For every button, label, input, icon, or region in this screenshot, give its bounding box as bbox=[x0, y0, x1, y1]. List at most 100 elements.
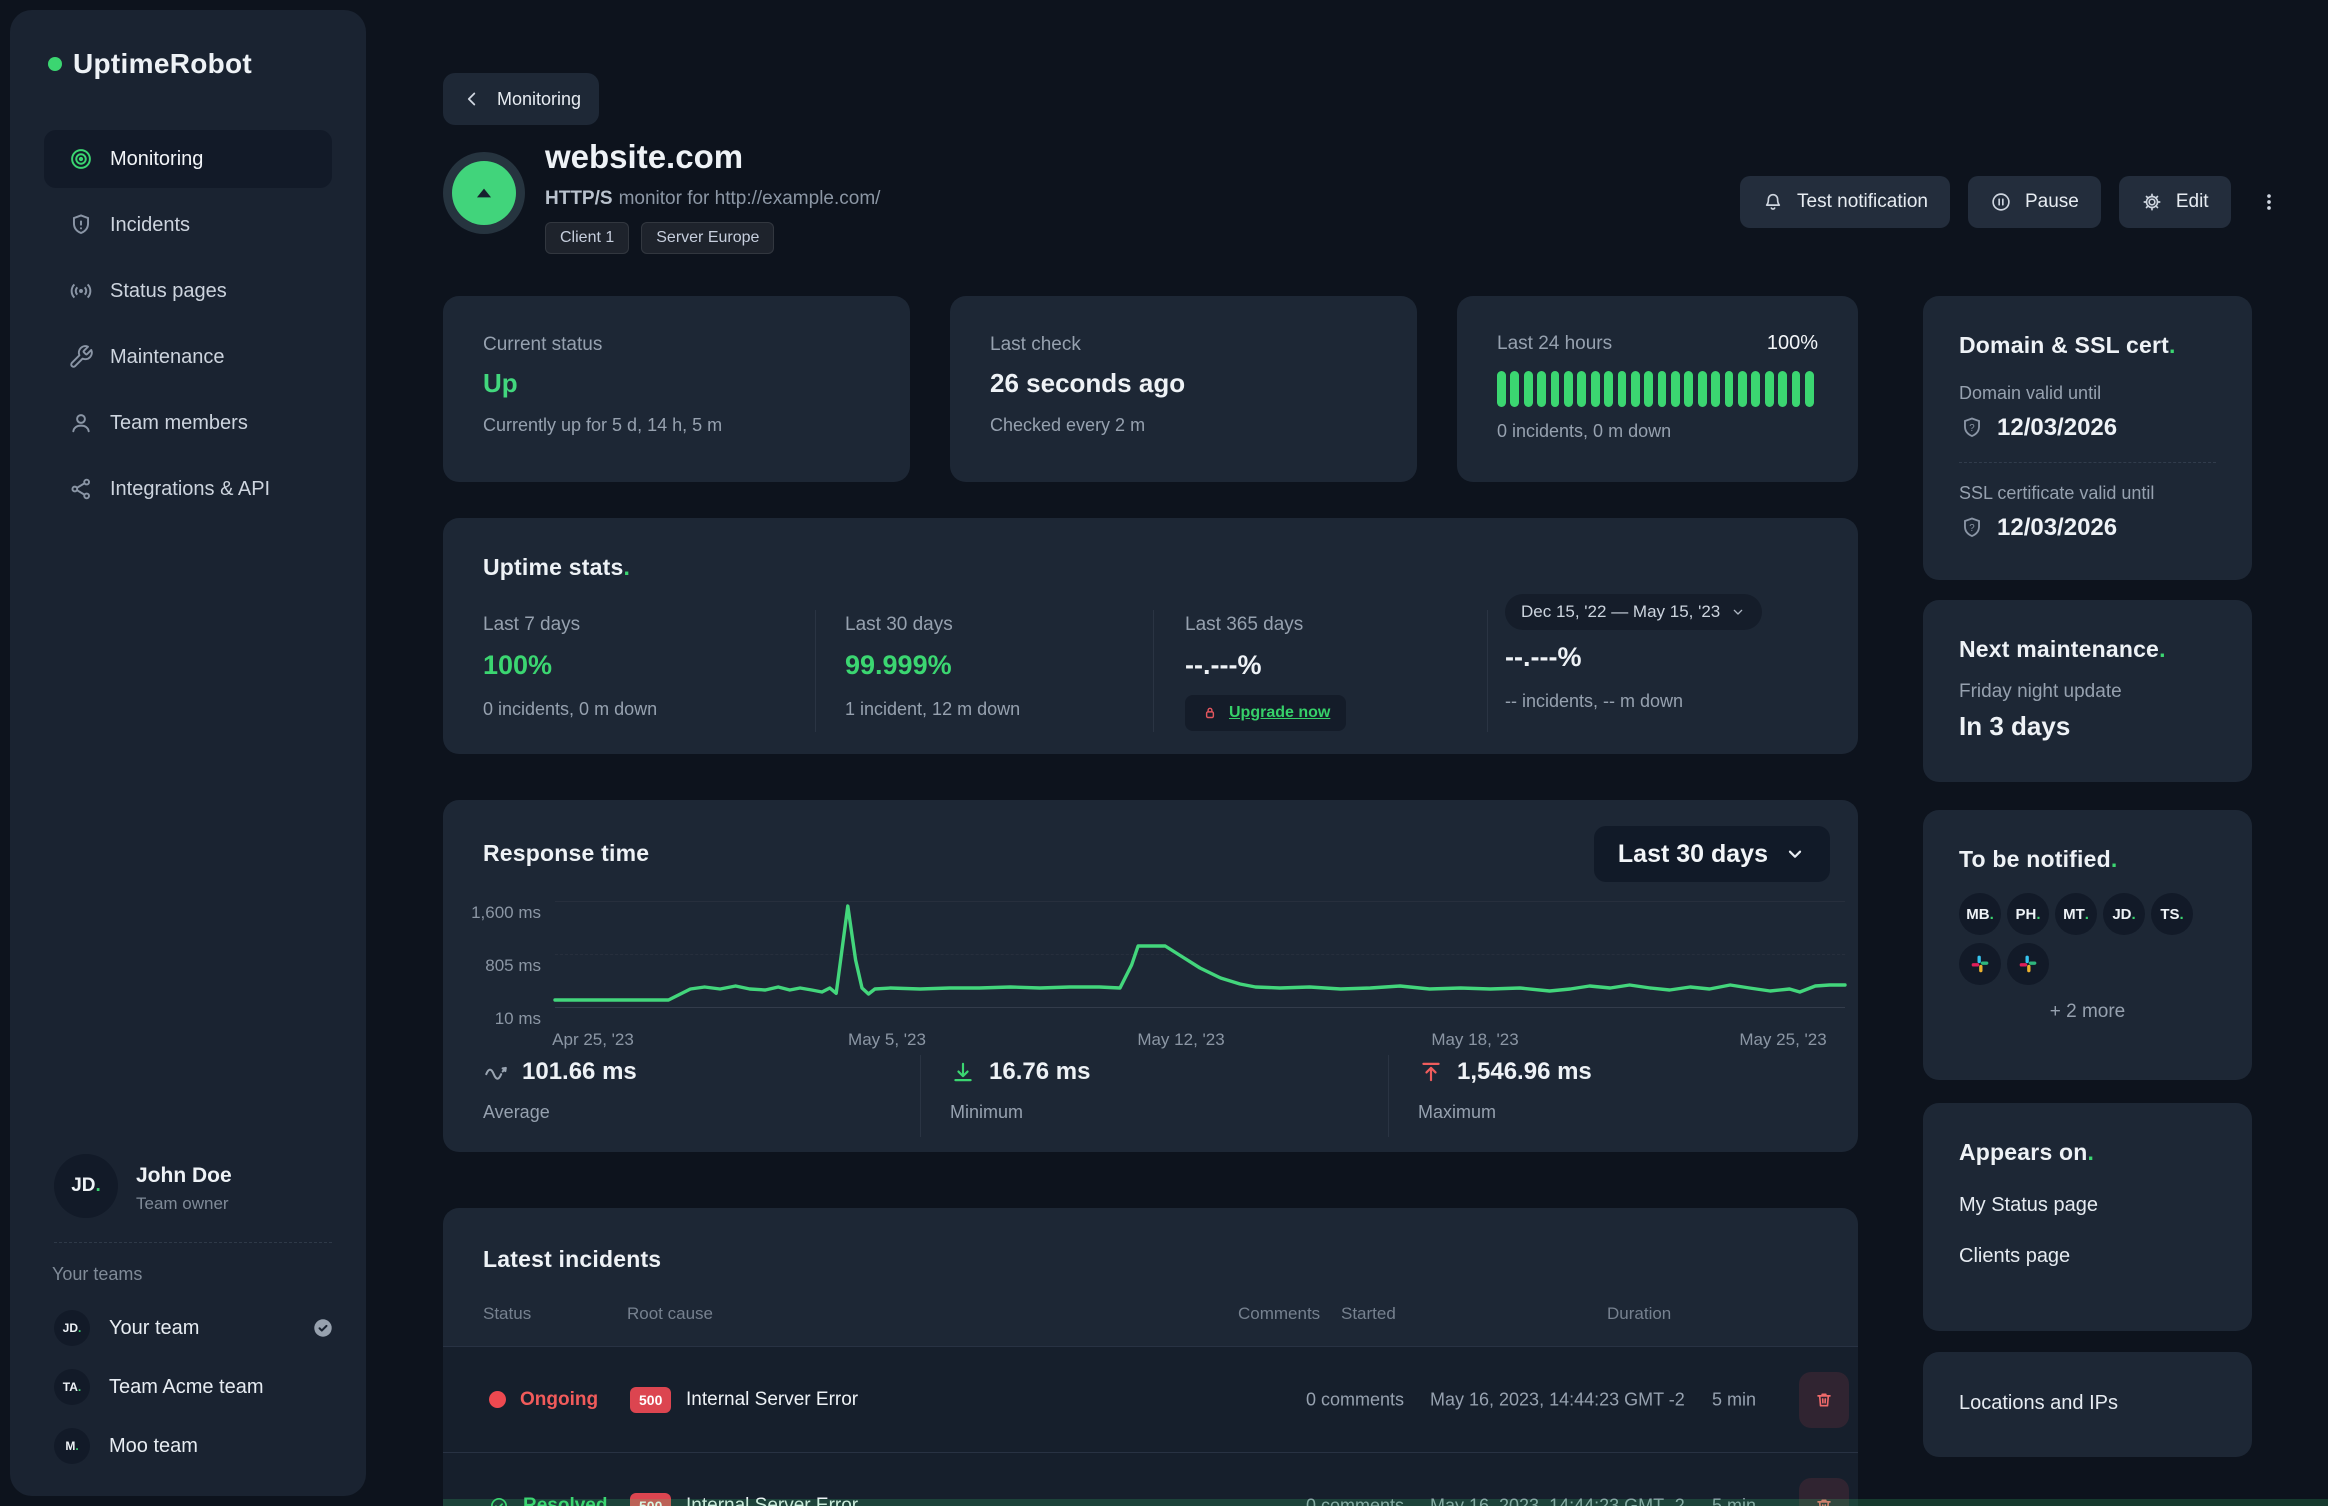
sidebar-item-status-pages[interactable]: Status pages bbox=[44, 262, 332, 320]
col-header-duration: Duration bbox=[1607, 1304, 1672, 1323]
incident-status-label: Ongoing bbox=[520, 1388, 599, 1410]
gridline bbox=[555, 1007, 1845, 1008]
uptime-hour-bar bbox=[1630, 371, 1640, 407]
uptime-hour-bar bbox=[1523, 371, 1533, 407]
uptime-col-value: 100% bbox=[483, 650, 553, 680]
sidebar-item-label: Monitoring bbox=[110, 147, 204, 170]
delete-incident-button[interactable] bbox=[1799, 1371, 1849, 1428]
last-24h-note: 0 incidents, 0 m down bbox=[1497, 421, 1672, 441]
y-axis-tick: 805 ms bbox=[485, 956, 541, 975]
response-range-dropdown[interactable]: Last 30 days bbox=[1593, 826, 1830, 882]
broadcast-icon bbox=[68, 278, 94, 304]
check-circle-icon bbox=[312, 1317, 334, 1339]
uptime-col-365days: Last 365 days --.---% Upgrade now bbox=[1185, 614, 1347, 731]
sidebar-item-incidents[interactable]: Incidents bbox=[44, 196, 332, 254]
delete-incident-button[interactable] bbox=[1799, 1477, 1849, 1506]
svg-text:?: ? bbox=[1969, 523, 1975, 534]
uptime-hour-bar bbox=[1764, 371, 1774, 407]
brand-dot-icon bbox=[48, 57, 62, 71]
sidebar-item-label: Integrations & API bbox=[110, 477, 271, 500]
stat-maximum: 1,546.96 ms Maximum bbox=[1418, 1058, 1592, 1123]
next-maintenance-title: Next maintenance. bbox=[1959, 636, 2166, 662]
minimum-label: Minimum bbox=[950, 1102, 1024, 1122]
monitor-type: HTTP/S bbox=[545, 188, 613, 209]
uptime-col-note: -- incidents, -- m down bbox=[1505, 691, 1684, 711]
upgrade-now-button[interactable]: Upgrade now bbox=[1185, 695, 1347, 731]
x-axis-tick: May 5, '23 bbox=[848, 1030, 926, 1049]
user-avatar[interactable]: JD. bbox=[54, 1154, 118, 1218]
y-axis-tick: 1,600 ms bbox=[471, 903, 541, 922]
uptime-hour-bar bbox=[1550, 371, 1560, 407]
more-options-button[interactable] bbox=[2249, 176, 2289, 228]
header-actions: Test notification Pause Edit bbox=[1740, 176, 2289, 228]
test-notification-label: Test notification bbox=[1797, 191, 1928, 212]
sidebar-item-integrations[interactable]: Integrations & API bbox=[44, 460, 332, 518]
trash-icon bbox=[1813, 1389, 1835, 1411]
chart-canvas bbox=[553, 904, 1847, 1002]
last-check-value: 26 seconds ago bbox=[990, 368, 1186, 398]
uptime-hour-bar bbox=[1684, 371, 1694, 407]
uptime-col-note: 0 incidents, 0 m down bbox=[483, 699, 658, 719]
brand-logo[interactable]: UptimeRobot bbox=[48, 48, 252, 80]
shield-question-icon: ? bbox=[1959, 515, 1985, 541]
gridline bbox=[555, 954, 1845, 955]
maximum-label: Maximum bbox=[1418, 1102, 1497, 1122]
upgrade-now-link[interactable]: Upgrade now bbox=[1229, 704, 1331, 721]
current-status-note: Currently up for 5 d, 14 h, 5 m bbox=[483, 415, 723, 435]
incident-started: May 16, 2023, 14:44:23 GMT -2 bbox=[1430, 1389, 1685, 1409]
test-notification-button[interactable]: Test notification bbox=[1740, 176, 1950, 228]
slack-icon bbox=[2007, 943, 2049, 985]
response-range-label: Last 30 days bbox=[1617, 839, 1768, 868]
monitor-tags: Client 1 Server Europe bbox=[545, 222, 775, 254]
more-notified-link[interactable]: + 2 more bbox=[2049, 1001, 2126, 1022]
incident-duration: 5 min bbox=[1712, 1389, 1757, 1409]
uptime-hour-bar bbox=[1617, 371, 1627, 407]
x-axis-tick: May 12, '23 bbox=[1137, 1030, 1225, 1049]
edit-button[interactable]: Edit bbox=[2118, 176, 2231, 228]
pause-button[interactable]: Pause bbox=[1967, 176, 2101, 228]
notified-integrations-row bbox=[1959, 943, 2216, 985]
brand-name: UptimeRobot bbox=[73, 48, 253, 79]
col-header-root-cause: Root cause bbox=[627, 1304, 713, 1323]
incident-root-cause: Internal Server Error bbox=[686, 1494, 859, 1506]
bottom-accent-strip bbox=[443, 1499, 2328, 1506]
monitor-subtitle-rest: monitor for http://example.com/ bbox=[618, 188, 881, 209]
tag-server[interactable]: Server Europe bbox=[641, 222, 775, 254]
back-button[interactable]: Monitoring bbox=[443, 73, 599, 125]
sidebar-item-team-members[interactable]: Team members bbox=[44, 394, 332, 452]
status-page-link[interactable]: My Status page bbox=[1959, 1194, 2098, 1216]
arrow-up-from-line-icon bbox=[1418, 1059, 1444, 1085]
http-500-badge: 500 bbox=[630, 1492, 672, 1506]
team-row-moo[interactable]: M. Moo team bbox=[54, 1426, 334, 1466]
uptime-col-note: 1 incident, 12 m down bbox=[845, 699, 1021, 719]
team-row-acme[interactable]: TA. Team Acme team bbox=[54, 1367, 334, 1407]
uptime-col-7days: Last 7 days 100% 0 incidents, 0 m down bbox=[483, 614, 657, 720]
shield-alert-icon bbox=[68, 212, 94, 238]
to-be-notified-title: To be notified. bbox=[1959, 846, 2118, 872]
uptime-col-value: 99.999% bbox=[845, 650, 952, 680]
table-separator bbox=[443, 1452, 1858, 1453]
tag-client[interactable]: Client 1 bbox=[545, 222, 630, 254]
wrench-icon bbox=[68, 344, 94, 370]
appears-on-card: Appears on. My Status page Clients page bbox=[1923, 1103, 2252, 1331]
average-value: 101.66 ms bbox=[522, 1058, 637, 1085]
column-divider bbox=[1487, 610, 1488, 732]
sidebar-item-maintenance[interactable]: Maintenance bbox=[44, 328, 332, 386]
locations-and-ips-link[interactable]: Locations and IPs bbox=[1959, 1392, 2118, 1414]
incident-row-ongoing[interactable]: Ongoing 500 Internal Server Error 0 comm… bbox=[443, 1347, 1858, 1452]
team-row-your-team[interactable]: JD. Your team bbox=[54, 1308, 334, 1348]
appears-on-title: Appears on. bbox=[1959, 1139, 2095, 1165]
incident-duration: 5 min bbox=[1712, 1495, 1757, 1506]
sidebar-item-monitoring[interactable]: Monitoring bbox=[44, 130, 332, 188]
response-time-chart: 1,600 ms 805 ms 10 ms Apr 25, '23 May 5,… bbox=[471, 888, 1847, 1049]
date-range-dropdown[interactable]: Dec 15, '22 — May 15, '23 bbox=[1505, 594, 1763, 630]
uptime-hour-bar bbox=[1751, 371, 1761, 407]
trash-icon bbox=[1813, 1495, 1835, 1506]
ssl-valid-label: SSL certificate valid until bbox=[1959, 483, 2155, 503]
x-axis-tick: May 25, '23 bbox=[1739, 1030, 1827, 1049]
table-separator bbox=[443, 1346, 1858, 1347]
maximum-value: 1,546.96 ms bbox=[1457, 1058, 1592, 1085]
clients-page-link[interactable]: Clients page bbox=[1959, 1245, 2071, 1267]
team-avatar: TA. bbox=[54, 1369, 90, 1405]
